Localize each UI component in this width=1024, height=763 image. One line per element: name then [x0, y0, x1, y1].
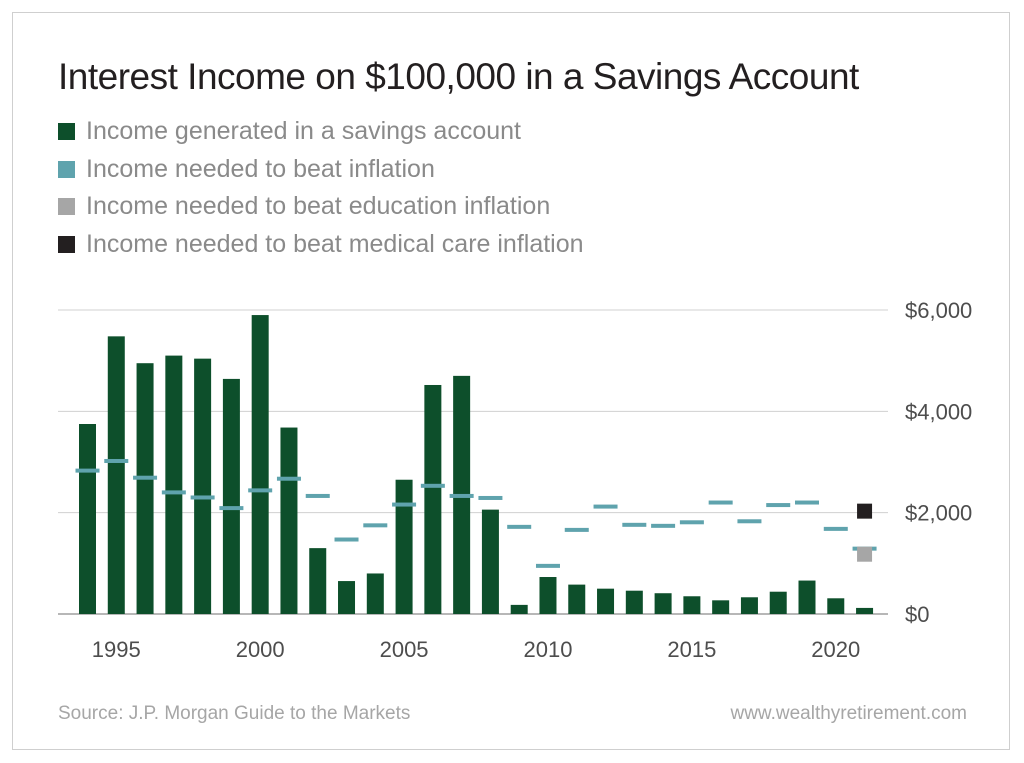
- x-tick-label: 2020: [811, 637, 860, 662]
- inflation-dash: [248, 488, 273, 493]
- bar: [395, 479, 413, 614]
- bar: [856, 607, 874, 614]
- inflation-dash: [823, 526, 848, 531]
- y-tick-label: $0: [905, 602, 929, 627]
- bar: [366, 573, 384, 614]
- y-tick-label: $6,000: [905, 298, 972, 323]
- inflation-dash: [795, 500, 819, 505]
- bar: [280, 427, 298, 614]
- inflation-dash: [478, 495, 503, 500]
- inflation-dash: [305, 493, 330, 498]
- inflation-dash: [219, 506, 244, 511]
- bar: [827, 598, 845, 614]
- bar: [740, 597, 758, 614]
- x-tick-label: 2010: [524, 637, 573, 662]
- inflation-dash: [104, 458, 129, 463]
- inflation-dash: [679, 520, 704, 525]
- legend: Income generated in a savings account In…: [58, 113, 584, 263]
- bar: [309, 548, 327, 614]
- marker-point: [857, 546, 873, 562]
- inflation-dash: [190, 495, 215, 500]
- inflation-dash: [420, 483, 445, 488]
- inflation-dash: [651, 523, 676, 528]
- bar: [424, 384, 442, 614]
- legend-label-medical: Income needed to beat medical care infla…: [86, 229, 584, 258]
- bar: [654, 593, 672, 614]
- bar: [136, 363, 154, 614]
- inflation-dash: [161, 490, 186, 495]
- legend-label-inflation: Income needed to beat inflation: [86, 154, 435, 183]
- legend-swatch-savings: [58, 123, 75, 141]
- bar: [165, 355, 183, 614]
- inflation-dash: [449, 493, 474, 498]
- legend-swatch-education: [58, 198, 75, 216]
- legend-item-inflation: Income needed to beat inflation: [58, 151, 584, 189]
- inflation-dash: [766, 503, 791, 508]
- bar: [683, 596, 701, 614]
- chart-title: Interest Income on $100,000 in a Savings…: [58, 56, 859, 97]
- inflation-dash: [133, 475, 158, 480]
- inflation-dash: [507, 524, 532, 529]
- inflation-dash: [75, 468, 100, 473]
- legend-item-medical: Income needed to beat medical care infla…: [58, 226, 584, 264]
- x-tick-label: 2000: [236, 637, 285, 662]
- inflation-dash: [593, 504, 618, 509]
- bar: [107, 336, 125, 614]
- legend-swatch-medical: [58, 235, 75, 253]
- bar: [798, 580, 816, 614]
- legend-label-education: Income needed to beat education inflatio…: [86, 192, 551, 221]
- bar: [194, 358, 212, 614]
- website-credit: www.wealthyretirement.com: [730, 703, 967, 724]
- bar: [625, 590, 643, 614]
- inflation-dash: [363, 523, 388, 528]
- y-tick-label: $4,000: [905, 399, 972, 424]
- y-tick-label: $2,000: [905, 501, 972, 526]
- bar: [510, 604, 528, 614]
- legend-swatch-inflation: [58, 160, 75, 178]
- bar: [597, 588, 615, 614]
- inflation-dash: [622, 522, 647, 527]
- x-tick-label: 1995: [92, 637, 141, 662]
- inflation-dash: [708, 500, 733, 505]
- bar: [338, 581, 356, 614]
- inflation-dash: [535, 563, 560, 568]
- bar: [251, 315, 269, 614]
- x-tick-label: 2015: [667, 637, 716, 662]
- legend-item-education: Income needed to beat education inflatio…: [58, 188, 584, 226]
- bar: [79, 424, 96, 614]
- bar: [481, 509, 499, 614]
- bar: [568, 584, 586, 614]
- bar: [539, 577, 557, 614]
- marker-point: [857, 503, 873, 519]
- legend-label-savings: Income generated in a savings account: [86, 117, 521, 146]
- inflation-dash: [334, 537, 359, 542]
- x-tick-label: 2005: [380, 637, 429, 662]
- bar: [222, 378, 240, 614]
- inflation-dash: [737, 519, 762, 524]
- chart-frame: [12, 12, 1010, 750]
- source-note: Source: J.P. Morgan Guide to the Markets: [58, 703, 411, 724]
- inflation-dash: [564, 527, 589, 532]
- bar: [712, 600, 730, 614]
- inflation-dash: [392, 502, 417, 507]
- bar: [769, 591, 787, 614]
- inflation-dash: [276, 476, 301, 481]
- legend-item-savings: Income generated in a savings account: [58, 113, 584, 151]
